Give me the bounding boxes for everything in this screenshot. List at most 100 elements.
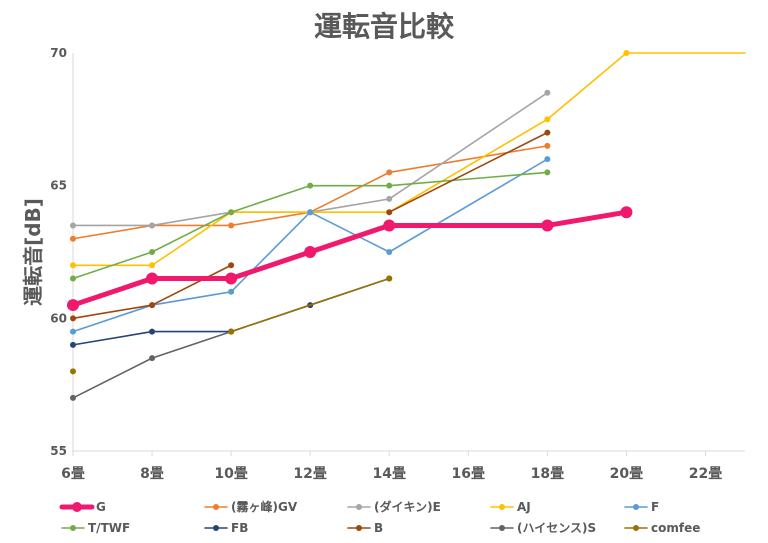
data-point	[623, 50, 630, 56]
series-line-segment	[72, 251, 153, 280]
legend-swatch-marker	[499, 525, 505, 531]
series-line-segment	[388, 92, 549, 200]
data-point	[149, 328, 156, 335]
data-point	[70, 262, 76, 269]
data-point	[544, 156, 551, 163]
data-point	[304, 246, 317, 258]
series-5	[70, 169, 551, 282]
series-line-segment	[151, 211, 232, 267]
axes: 55 60 65 70 6畳 8畳 10畳 12畳 14畳 16畳 18畳 20畳 22畳	[50, 46, 745, 482]
legend-item-9: comfee	[624, 521, 700, 535]
legend-label: (ハイセンス)S	[517, 521, 596, 535]
series-line-segment	[230, 277, 391, 333]
x-tick-label: 16畳	[452, 466, 485, 482]
y-axis-title: 運転音[dB]	[21, 198, 45, 306]
data-point	[544, 116, 551, 123]
legend-label: FB	[231, 521, 248, 535]
data-point	[70, 222, 76, 229]
series-line-segment	[230, 211, 311, 293]
series-line-segment	[309, 171, 391, 213]
x-tick-label: 14畳	[372, 466, 405, 482]
data-point	[149, 302, 156, 309]
series-line-segment	[72, 304, 153, 320]
data-point	[146, 272, 159, 285]
chart-title: 運転音比較	[314, 10, 455, 43]
data-point	[149, 355, 156, 362]
x-tick-label: 6畳	[61, 466, 85, 482]
legend-label: F	[651, 500, 659, 514]
series-8	[70, 328, 235, 401]
series-0	[67, 206, 633, 312]
legend-label: AJ	[517, 500, 531, 514]
legend-swatch-marker	[70, 525, 76, 531]
legend-label: (霧ヶ峰)GV	[231, 499, 298, 514]
legend-item-0: G	[59, 500, 106, 514]
legend-item-4: F	[624, 500, 659, 514]
x-tick-label: 20畳	[610, 466, 643, 482]
series-1	[70, 142, 551, 242]
data-point	[544, 89, 551, 96]
series-line-segment	[70, 276, 155, 308]
series-line-segment	[151, 290, 232, 306]
data-point	[228, 328, 235, 335]
data-point	[228, 262, 235, 269]
data-point	[386, 195, 393, 202]
legend-label: G	[96, 500, 106, 514]
legend-item-7: B	[347, 521, 383, 535]
data-point	[228, 222, 235, 229]
data-point	[70, 368, 76, 375]
legend-swatch-marker	[356, 504, 362, 510]
data-point	[70, 341, 76, 348]
data-point	[307, 182, 314, 189]
legend-item-3: AJ	[490, 500, 531, 514]
data-point	[544, 142, 551, 149]
series-line-segment	[544, 209, 629, 228]
data-point	[544, 169, 551, 176]
data-point	[149, 222, 156, 229]
legend-item-2: (ダイキン)E	[347, 499, 441, 514]
legend: G (霧ヶ峰)GV (ダイキン)E AJ F T/TWF FB B (ハイセンス)S comfee	[59, 499, 700, 535]
series-line-segment	[151, 264, 232, 306]
series-3	[70, 50, 746, 269]
data-point	[70, 328, 76, 335]
x-tick-label: 10畳	[214, 466, 247, 482]
data-point	[70, 235, 76, 242]
plot-area	[67, 50, 746, 401]
series-7	[70, 129, 551, 322]
series-line-segment	[72, 357, 153, 399]
data-point	[386, 182, 393, 189]
data-point	[149, 249, 156, 255]
series-line-segment	[388, 131, 549, 213]
legend-swatch-marker	[213, 525, 219, 531]
x-tick-label: 22畳	[689, 466, 722, 482]
series-6	[70, 275, 393, 348]
data-point	[386, 169, 393, 176]
data-point	[225, 272, 238, 285]
legend-swatch-marker	[499, 504, 505, 510]
data-point	[67, 299, 79, 312]
data-point	[70, 275, 76, 282]
legend-label: B	[374, 521, 383, 535]
y-tick-label: 60	[50, 311, 67, 325]
y-tick-label: 65	[50, 179, 67, 193]
series-line-segment	[228, 249, 313, 282]
data-point	[307, 209, 314, 216]
legend-swatch-marker	[633, 525, 639, 531]
data-point	[620, 206, 633, 219]
series-line-segment	[309, 211, 391, 253]
series-line-segment	[72, 304, 153, 333]
legend-swatch-marker	[356, 525, 362, 531]
legend-swatch-marker	[213, 504, 219, 510]
legend-item-6: FB	[204, 521, 248, 535]
series-line-segment	[151, 211, 232, 253]
series-line-segment	[309, 198, 391, 213]
data-point	[541, 219, 554, 232]
data-point	[386, 275, 393, 282]
series-line-segment	[388, 145, 549, 174]
y-tick-label: 55	[50, 444, 67, 458]
data-point	[228, 288, 235, 295]
legend-item-5: T/TWF	[61, 521, 130, 535]
x-tick-label: 12畳	[293, 466, 326, 482]
series-9	[70, 275, 393, 375]
